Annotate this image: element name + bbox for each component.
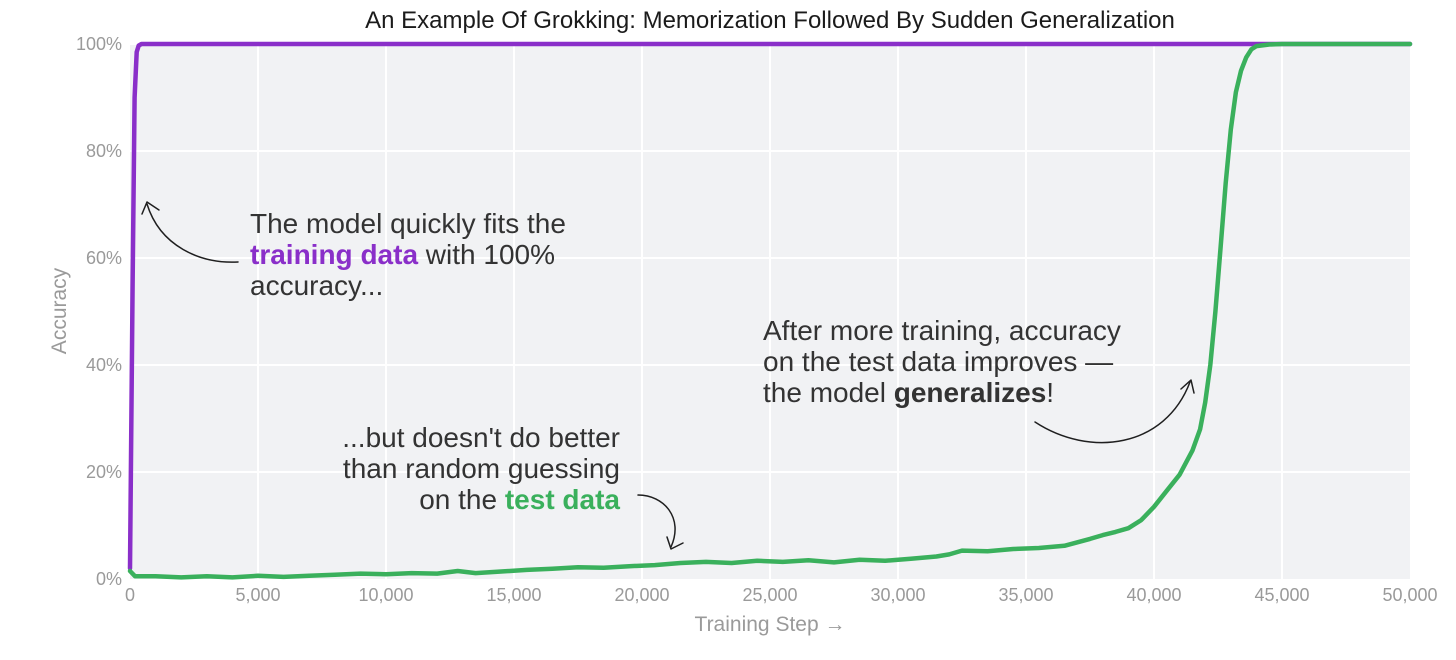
y-axis-ticks: 0% 20% 40% 60% 80% 100% (76, 34, 122, 589)
annotation-text-segment: test data (505, 484, 621, 515)
x-tick-label: 50,000 (1382, 585, 1437, 605)
annotation-test-data: ...but doesn't do better than random gues… (342, 422, 620, 515)
y-tick-label: 100% (76, 34, 122, 54)
test-arrow (637, 494, 676, 548)
series-layer (127, 41, 1413, 580)
annotation-text-segment: After more training, accuracy (763, 315, 1121, 346)
annotation-text-segment: the model (763, 377, 894, 408)
test-accuracy-line (127, 41, 1413, 580)
chart-title: An Example Of Grokking: Memorization Fol… (365, 7, 1175, 34)
x-tick-label: 35,000 (998, 585, 1053, 605)
x-tick-label: 15,000 (486, 585, 541, 605)
y-tick-label: 0% (96, 569, 122, 589)
x-tick-label: 40,000 (1126, 585, 1181, 605)
annotation-text-segment: than random guessing (343, 453, 620, 484)
x-tick-label: 10,000 (358, 585, 413, 605)
training-arrow (146, 203, 239, 263)
annotation-generalizes: After more training, accuracy on the test… (763, 315, 1121, 408)
x-tick-label: 25,000 (742, 585, 797, 605)
annotation-text-segment: accuracy... (250, 270, 383, 301)
annotation-text-segment: on the test data improves — (763, 346, 1113, 377)
test-arrowhead (666, 536, 684, 550)
generalize-arrowhead (1180, 379, 1195, 394)
generalize-arrow (1034, 381, 1191, 444)
x-axis-ticks: 0 5,000 10,000 15,000 20,000 25,000 30,000 35,0… (125, 585, 1438, 605)
annotation-text-segment: generalizes (894, 377, 1047, 408)
y-tick-label: 40% (86, 355, 122, 375)
x-tick-label: 20,000 (614, 585, 669, 605)
y-axis-label: Accuracy (48, 267, 71, 354)
y-tick-label: 20% (86, 462, 122, 482)
training-arrowhead (141, 201, 160, 215)
annotation-text-segment: on the (419, 484, 505, 515)
x-tick-label: 45,000 (1254, 585, 1309, 605)
annotation-text-segment: The model quickly fits the (250, 208, 566, 239)
annotation-training-data: The model quickly fits the training data … (250, 208, 566, 301)
x-tick-label: 5,000 (235, 585, 280, 605)
x-axis-label: Training Step → (695, 613, 846, 636)
training-accuracy-line (127, 41, 1413, 571)
x-tick-label: 30,000 (870, 585, 925, 605)
y-tick-label: 60% (86, 248, 122, 268)
y-tick-label: 80% (86, 141, 122, 161)
annotation-text-segment: ...but doesn't do better (342, 422, 620, 453)
annotation-text-segment: with 100% (418, 239, 555, 270)
annotation-text-segment: training data (250, 239, 418, 270)
x-tick-label: 0 (125, 585, 135, 605)
annotation-text-segment: ! (1046, 377, 1054, 408)
